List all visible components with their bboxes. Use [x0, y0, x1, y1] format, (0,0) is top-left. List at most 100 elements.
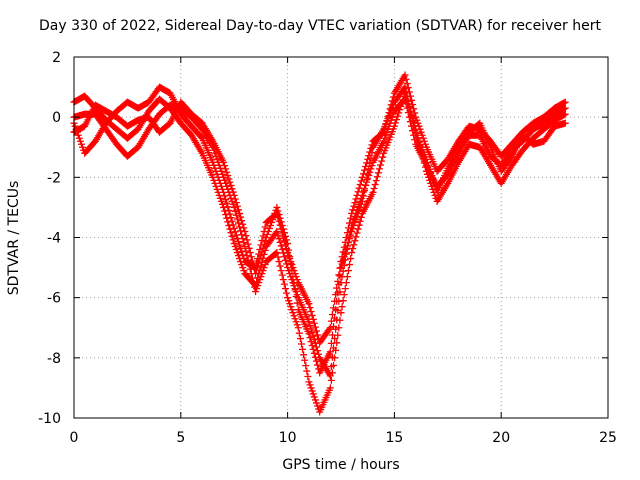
- data-point: [228, 185, 236, 193]
- series-2: [70, 71, 569, 347]
- y-tick-label: 0: [52, 110, 61, 126]
- y-tick-label: 2: [52, 50, 61, 66]
- chart-title: Day 330 of 2022, Sidereal Day-to-day VTE…: [39, 18, 601, 34]
- data-point: [427, 169, 435, 177]
- data-point: [380, 137, 388, 145]
- data-point: [261, 237, 269, 245]
- data-point: [228, 217, 236, 225]
- data-point: [355, 206, 363, 214]
- data-point: [331, 314, 339, 322]
- data-point: [315, 350, 323, 358]
- data-point: [346, 261, 354, 269]
- data-point: [347, 255, 355, 263]
- data-point: [216, 194, 224, 202]
- data-point: [278, 246, 286, 254]
- data-point: [238, 231, 246, 239]
- data-point: [365, 165, 373, 173]
- data-point: [342, 279, 350, 287]
- data-point: [354, 209, 362, 217]
- data-point: [371, 181, 379, 189]
- data-point: [381, 134, 389, 142]
- data-point: [411, 126, 419, 134]
- data-point: [424, 159, 432, 167]
- data-point: [281, 285, 289, 293]
- data-point: [244, 256, 252, 264]
- data-point: [292, 318, 300, 326]
- data-point: [218, 200, 226, 208]
- data-point: [335, 271, 343, 279]
- data-point: [225, 206, 233, 214]
- data-point: [349, 224, 357, 232]
- data-point: [418, 131, 426, 139]
- data-point: [292, 292, 300, 300]
- data-point: [310, 319, 318, 327]
- data-point: [262, 234, 270, 241]
- x-tick-label: 20: [492, 430, 510, 446]
- data-point: [308, 341, 316, 349]
- data-point: [234, 238, 242, 246]
- data-point: [561, 119, 569, 127]
- data-point: [230, 191, 238, 199]
- data-point: [348, 249, 356, 257]
- data-point: [288, 306, 296, 314]
- data-point: [300, 351, 308, 359]
- data-point: [349, 206, 357, 214]
- data-point: [325, 325, 333, 333]
- data-point: [427, 179, 435, 187]
- data-point: [305, 330, 313, 338]
- data-point: [257, 252, 265, 260]
- data-point: [312, 327, 320, 335]
- data-point: [306, 381, 314, 389]
- data-point: [306, 321, 314, 329]
- data-point: [378, 157, 386, 165]
- data-point: [403, 93, 411, 101]
- data-point: [370, 184, 378, 192]
- data-point: [312, 399, 320, 407]
- data-point: [222, 196, 230, 204]
- data-point: [77, 140, 85, 148]
- data-point: [379, 153, 387, 161]
- data-point: [369, 188, 377, 196]
- data-point: [337, 264, 345, 272]
- data-point: [308, 329, 316, 337]
- data-point: [404, 98, 412, 106]
- data-point: [338, 260, 346, 268]
- data-point: [309, 315, 317, 323]
- data-point: [276, 214, 284, 222]
- data-point: [425, 162, 433, 170]
- data-point: [297, 340, 305, 348]
- data-point: [233, 202, 241, 210]
- data-point: [309, 345, 317, 353]
- data-point: [270, 212, 278, 220]
- data-point: [265, 224, 273, 232]
- data-point: [232, 199, 240, 207]
- data-point: [507, 154, 515, 162]
- x-tick-label: 5: [176, 430, 185, 446]
- data-point: [276, 238, 284, 246]
- data-point: [346, 235, 354, 243]
- data-point: [220, 173, 228, 181]
- data-point: [255, 259, 263, 267]
- y-tick-label: -6: [47, 291, 61, 307]
- data-point: [259, 244, 267, 252]
- x-axis-label: GPS time / hours: [282, 457, 400, 473]
- y-axis-label: SDTVAR / TECUs: [6, 180, 22, 296]
- data-point: [257, 273, 265, 281]
- data-point: [76, 137, 84, 145]
- data-point: [351, 218, 359, 226]
- data-point: [273, 203, 281, 211]
- data-point: [364, 155, 372, 163]
- data-point: [394, 112, 402, 120]
- data-point: [354, 188, 362, 196]
- data-point: [221, 176, 229, 184]
- data-point: [239, 220, 247, 228]
- data-point: [263, 230, 271, 238]
- data-point: [305, 300, 313, 308]
- data-point: [311, 353, 319, 361]
- data-point: [259, 232, 267, 240]
- data-point: [290, 312, 298, 320]
- data-markers: [70, 71, 569, 416]
- data-point: [286, 300, 294, 308]
- data-point: [234, 206, 242, 214]
